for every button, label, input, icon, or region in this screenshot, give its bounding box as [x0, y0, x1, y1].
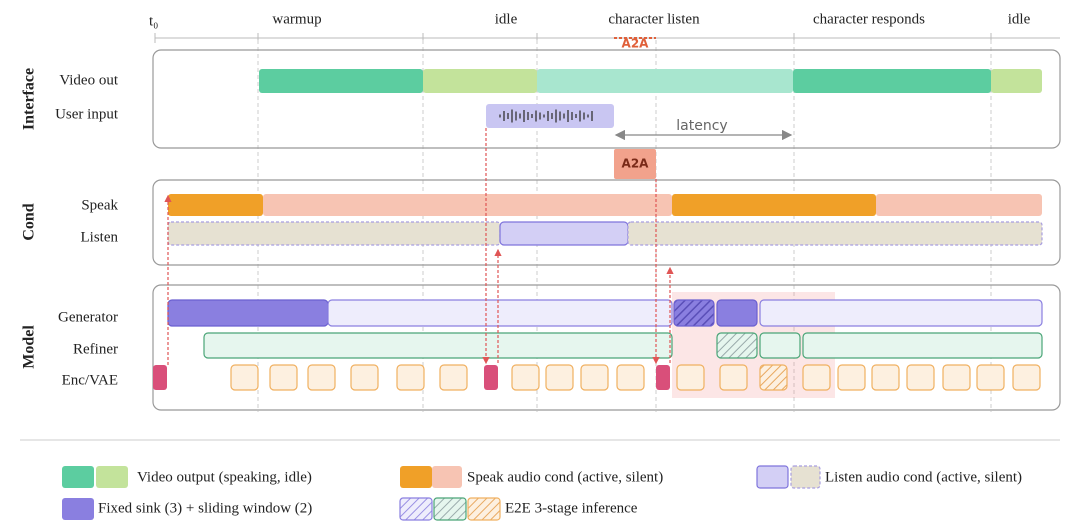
group-box: [152, 179, 1061, 266]
vae-block: [676, 364, 705, 391]
legend-swatch: [399, 497, 433, 521]
vae-block: [616, 364, 645, 391]
a2a-marker: A2A: [622, 37, 650, 51]
generator-block: [673, 299, 715, 327]
vae-block: [942, 364, 971, 391]
legend-label: Speak audio cond (active, silent): [467, 469, 663, 485]
vae-block: [1012, 364, 1041, 391]
phase-label: character responds: [813, 11, 925, 27]
legend-swatch: [62, 498, 94, 520]
video-segment: [259, 69, 423, 93]
row-label: Enc/VAE: [62, 372, 118, 388]
vae-block: [396, 364, 425, 391]
listen-segment: [627, 221, 1043, 246]
legend-label: Video output (speaking, idle): [137, 469, 312, 485]
video-segment: [423, 69, 537, 93]
origin-label: t₀: [149, 13, 158, 29]
vae-block: [511, 364, 540, 391]
listen-segment: [167, 221, 501, 246]
phase-label: warmup: [272, 11, 321, 27]
phase-label: idle: [495, 11, 518, 27]
vae-block: [230, 364, 259, 391]
generator-block: [759, 299, 1043, 327]
vae-block: [976, 364, 1005, 391]
vae-block: [906, 364, 935, 391]
legend-label: Fixed sink (3) + sliding window (2): [98, 500, 312, 516]
legend-label: E2E 3-stage inference: [505, 500, 638, 516]
group-label: Interface: [21, 68, 38, 130]
legend-swatch: [432, 466, 462, 488]
vae-block: [269, 364, 298, 391]
row-label: Refiner: [73, 341, 118, 357]
phase-label: character listen: [608, 11, 700, 27]
refiner-block: [759, 332, 801, 359]
a2a-box: [614, 149, 656, 179]
phase-label: idle: [1008, 11, 1031, 27]
speak-segment: [168, 194, 263, 216]
row-label: User input: [55, 106, 119, 122]
refiner-block: [716, 332, 758, 359]
generator-block: [327, 299, 673, 327]
a2a-box-label: A2A: [622, 157, 650, 171]
vae-block: [350, 364, 379, 391]
speak-segment: [263, 194, 672, 216]
legend-swatch: [400, 466, 432, 488]
group-box: [152, 284, 1061, 411]
video-segment: [991, 69, 1042, 93]
legend-swatch: [62, 466, 94, 488]
legend-swatch: [467, 497, 501, 521]
generator-block: [716, 299, 758, 327]
legend-label: Listen audio cond (active, silent): [825, 469, 1022, 485]
vae-block: [719, 364, 748, 391]
legend-swatch: [96, 466, 128, 488]
vae-block: [153, 365, 167, 390]
speak-segment: [672, 194, 876, 216]
row-label: Speak: [81, 197, 118, 213]
vae-block: [802, 364, 831, 391]
vae-block: [580, 364, 609, 391]
row-label: Video out: [59, 72, 119, 88]
video-segment: [537, 69, 793, 93]
vae-block: [484, 365, 498, 390]
vae-block: [307, 364, 336, 391]
vae-block: [837, 364, 866, 391]
vae-block: [545, 364, 574, 391]
legend-swatch: [790, 465, 821, 489]
legend-swatch: [756, 465, 789, 489]
group-box: [152, 49, 1061, 149]
vae-block: [759, 364, 788, 391]
vae-block: [871, 364, 900, 391]
shapes: [20, 33, 1061, 521]
generator-block: [167, 299, 329, 327]
row-label: Generator: [58, 309, 118, 325]
video-segment: [793, 69, 991, 93]
refiner-block: [802, 332, 1043, 359]
latency-label: latency: [676, 118, 727, 134]
row-label: Listen: [81, 229, 119, 245]
vae-block: [439, 364, 468, 391]
group-label: Model: [21, 325, 38, 369]
refiner-block: [203, 332, 673, 359]
group-label: Cond: [21, 203, 38, 240]
legend-swatch: [433, 497, 467, 521]
user-input: [486, 104, 614, 128]
listen-segment: [499, 221, 629, 246]
speak-segment: [876, 194, 1042, 216]
vae-block: [656, 365, 670, 390]
